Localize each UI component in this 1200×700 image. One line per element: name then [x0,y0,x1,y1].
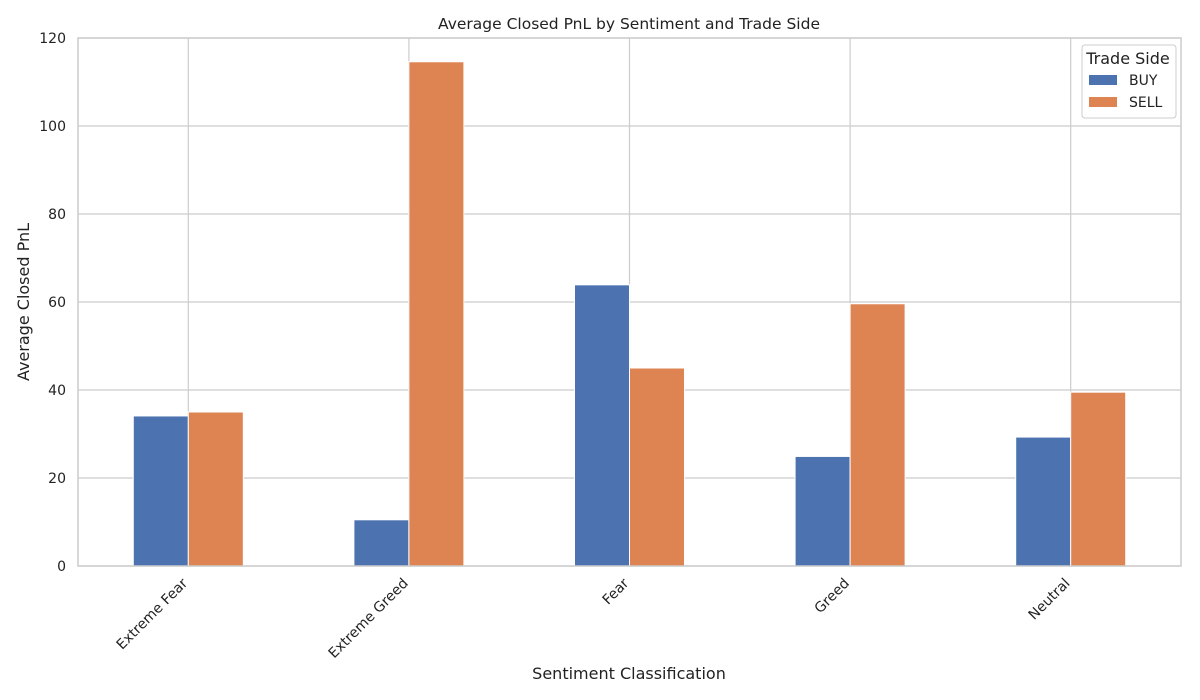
y-axis-label: Average Closed PnL [14,223,33,381]
bar-buy-extreme-fear [132,415,189,567]
y-tick-label: 20 [48,471,66,487]
y-tick-label: 0 [57,559,66,575]
legend-label-buy: BUY [1129,73,1158,89]
legend-label-sell: SELL [1129,95,1163,111]
legend-swatch-sell [1089,97,1117,107]
y-tick-label: 60 [48,295,66,311]
bar-buy-fear [574,284,630,567]
bar-sell-extreme-greed [408,61,465,567]
bar-sell-neutral [1070,391,1127,567]
bar-buy-greed [794,455,851,567]
x-axis-label: Sentiment Classification [532,664,726,683]
bar-buy-extreme-greed [353,519,410,567]
y-tick-label: 80 [48,207,66,223]
y-tick-label: 120 [39,31,66,47]
legend: Trade Side BUY SELL [1081,44,1177,119]
legend-swatch-buy [1089,75,1117,85]
bar-buy-neutral [1015,436,1072,567]
bars [132,61,1127,567]
axes-frame [77,37,1182,567]
spines [77,37,1182,567]
y-tick-label: 40 [48,383,66,399]
y-tick-label: 100 [39,119,66,135]
legend-title: Trade Side [1085,49,1170,68]
bar-sell-fear [629,367,685,567]
chart-title: Average Closed PnL by Sentiment and Trad… [438,15,820,33]
bar-sell-extreme-fear [187,411,244,567]
bar-sell-greed [849,303,906,567]
